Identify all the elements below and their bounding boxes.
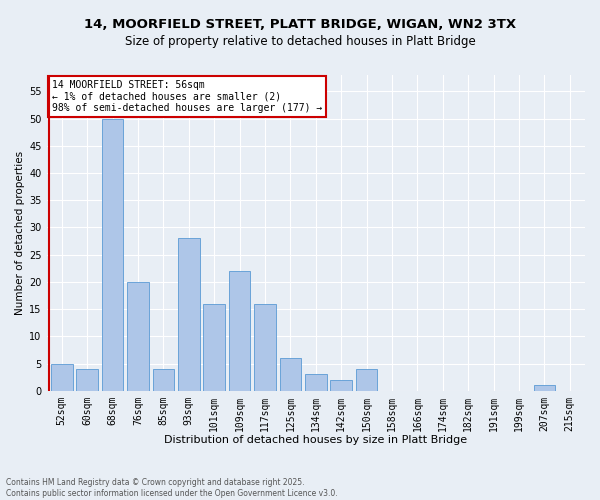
Text: Size of property relative to detached houses in Platt Bridge: Size of property relative to detached ho… (125, 35, 475, 48)
Y-axis label: Number of detached properties: Number of detached properties (15, 151, 25, 315)
Text: Contains HM Land Registry data © Crown copyright and database right 2025.
Contai: Contains HM Land Registry data © Crown c… (6, 478, 338, 498)
Bar (203, 304, 225, 390)
Bar (254, 304, 276, 390)
Bar (51, 364, 73, 390)
Bar (280, 358, 301, 390)
Text: 14, MOORFIELD STREET, PLATT BRIDGE, WIGAN, WN2 3TX: 14, MOORFIELD STREET, PLATT BRIDGE, WIGA… (84, 18, 516, 30)
Bar (152, 369, 174, 390)
Bar (356, 369, 377, 390)
Bar (102, 118, 124, 390)
Text: 14 MOORFIELD STREET: 56sqm
← 1% of detached houses are smaller (2)
98% of semi-d: 14 MOORFIELD STREET: 56sqm ← 1% of detac… (52, 80, 322, 113)
Bar (127, 282, 149, 391)
Bar (533, 386, 555, 390)
Bar (305, 374, 326, 390)
Bar (331, 380, 352, 390)
Bar (178, 238, 200, 390)
Bar (76, 369, 98, 390)
X-axis label: Distribution of detached houses by size in Platt Bridge: Distribution of detached houses by size … (164, 435, 467, 445)
Bar (229, 271, 250, 390)
